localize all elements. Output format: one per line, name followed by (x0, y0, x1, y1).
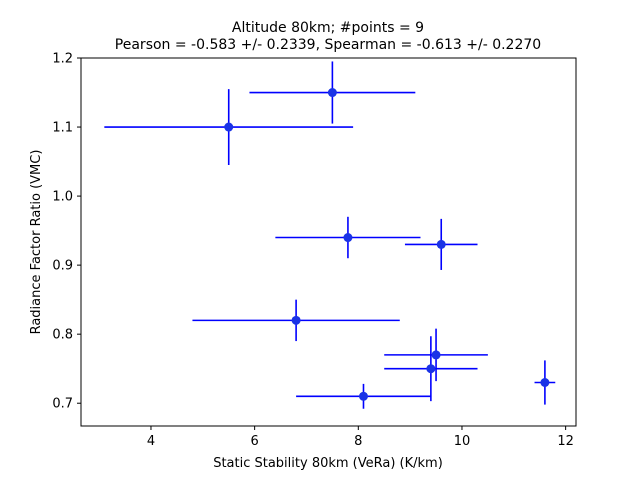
point-marker (540, 378, 550, 388)
y-axis-label: Radiance Factor Ratio (VMC) (29, 150, 44, 335)
data-point (275, 216, 421, 259)
point-marker (291, 315, 301, 325)
point-marker (358, 391, 368, 401)
y-tick-label: 1.1 (52, 121, 73, 136)
x-tick-label: 6 (250, 434, 258, 449)
point-marker (224, 122, 234, 132)
data-point (404, 218, 478, 270)
x-tick-label: 12 (557, 434, 574, 449)
y-tick-label: 1.2 (52, 52, 73, 67)
point-marker (426, 364, 436, 374)
point-marker (327, 88, 337, 98)
data-point (104, 89, 354, 166)
chart-title-line1: Altitude 80km; #points = 9 (232, 20, 424, 36)
data-point (534, 360, 556, 405)
data-point (384, 328, 488, 382)
x-tick-label: 10 (454, 434, 471, 449)
ticks-layer: 4 6 8 10 12 0.7 0.8 0.9 1.0 1.1 1.2 (52, 52, 574, 450)
point-marker (431, 350, 441, 360)
x-axis-label: Static Stability 80km (VeRa) (K/km) (213, 456, 443, 471)
data-point (192, 299, 400, 342)
y-tick-label: 0.8 (52, 328, 73, 343)
point-marker (436, 239, 446, 249)
points-layer (104, 61, 556, 409)
y-tick-label: 1.0 (52, 190, 73, 205)
chart-title-line2: Pearson = -0.583 +/- 0.2339, Spearman = … (115, 37, 541, 53)
data-point (249, 61, 416, 124)
axes-frame (80, 57, 577, 427)
data-point (296, 383, 431, 409)
data-point (384, 336, 478, 402)
x-tick-label: 4 (147, 434, 155, 449)
y-tick-label: 0.7 (52, 397, 73, 412)
x-tick-label: 8 (354, 434, 362, 449)
y-tick-label: 0.9 (52, 259, 73, 274)
point-marker (343, 233, 353, 243)
